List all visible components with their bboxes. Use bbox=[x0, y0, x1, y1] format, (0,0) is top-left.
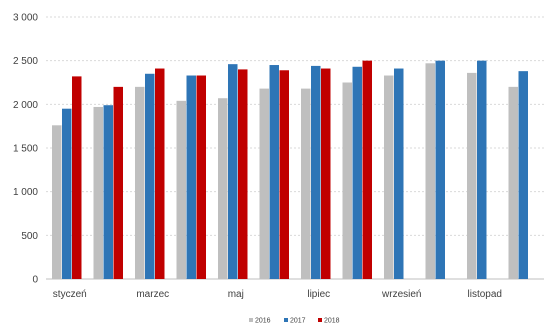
y-tick-label: 2 000 bbox=[13, 100, 38, 111]
x-tick-label: wrzesień bbox=[381, 289, 421, 300]
legend-label-2018: 2018 bbox=[324, 318, 340, 325]
bar-2016-czerwiec bbox=[259, 88, 269, 279]
bar-2016-sierpień bbox=[342, 82, 352, 279]
bar-2016-styczeń bbox=[52, 125, 62, 279]
legend-swatch-2017 bbox=[284, 318, 288, 322]
bar-2016-wrzesień bbox=[384, 75, 394, 279]
bar-2017-marzec bbox=[145, 73, 155, 280]
bar-2017-kwiecień bbox=[186, 75, 196, 279]
y-tick-label: 1 000 bbox=[13, 187, 38, 198]
bar-2018-czerwiec bbox=[279, 70, 289, 280]
bar-2016-luty bbox=[93, 106, 103, 279]
bar-2016-kwiecień bbox=[176, 100, 186, 279]
legend: 2016 2017 2018 bbox=[249, 318, 340, 325]
x-tick-label: marzec bbox=[136, 289, 169, 300]
bar-2017-styczeń bbox=[62, 108, 72, 279]
bar-2018-marzec bbox=[155, 68, 165, 279]
x-axis-tick-labels: styczeń marzec maj lipiec wrzesień listopad bbox=[53, 289, 502, 300]
legend-swatch-2018 bbox=[318, 318, 322, 322]
y-tick-label: 500 bbox=[21, 231, 38, 242]
y-tick-label: 1 500 bbox=[13, 144, 38, 155]
bar-2018-styczeń bbox=[72, 76, 82, 279]
bar-2016-marzec bbox=[135, 86, 145, 280]
x-tick-label: listopad bbox=[468, 289, 502, 300]
x-tick-label: styczeń bbox=[53, 289, 87, 300]
bar-2016-grudzień bbox=[508, 86, 518, 280]
bar-2018-lipiec bbox=[321, 68, 331, 279]
bar-2017-grudzień bbox=[518, 71, 528, 280]
bar-2017-lipiec bbox=[311, 65, 321, 279]
bar-2018-maj bbox=[238, 69, 248, 280]
bar-2017-maj bbox=[228, 64, 238, 279]
y-tick-label: 0 bbox=[32, 275, 38, 286]
bar-2017-listopad bbox=[477, 60, 487, 279]
bar-2017-październik bbox=[435, 60, 445, 279]
bar-2017-wrzesień bbox=[394, 68, 404, 279]
bar-2018-sierpień bbox=[362, 60, 372, 279]
legend-label-2017: 2017 bbox=[290, 318, 306, 325]
bar-2017-sierpień bbox=[352, 66, 362, 279]
bar-2018-kwiecień bbox=[196, 75, 206, 279]
bar-2016-listopad bbox=[467, 72, 477, 279]
x-tick-label: maj bbox=[228, 289, 244, 300]
legend-swatch-2016 bbox=[249, 318, 253, 322]
y-tick-label: 2 500 bbox=[13, 56, 38, 67]
bar-2018-luty bbox=[113, 86, 123, 280]
bar-2017-czerwiec bbox=[269, 65, 279, 279]
bar-2017-luty bbox=[103, 105, 113, 280]
bar-2016-lipiec bbox=[301, 88, 311, 279]
bar-2016-październik bbox=[425, 63, 435, 279]
bars bbox=[52, 60, 528, 280]
gridlines bbox=[46, 16, 544, 236]
bar-2016-maj bbox=[218, 98, 228, 279]
x-tick-label: lipiec bbox=[307, 289, 330, 300]
y-tick-label: 3 000 bbox=[13, 13, 38, 24]
legend-label-2016: 2016 bbox=[255, 318, 271, 325]
y-axis-tick-labels: 0 500 1 000 1 500 2 000 2 500 3 000 bbox=[13, 13, 38, 286]
